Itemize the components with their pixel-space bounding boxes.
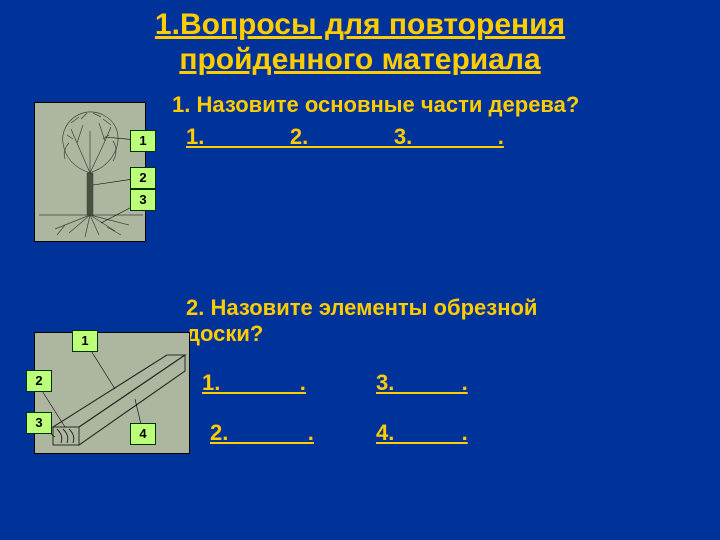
board-label-2: 2 <box>26 370 52 392</box>
board-label-4: 4 <box>130 423 156 445</box>
title-line-1: 1.Вопросы для повторения <box>155 8 565 41</box>
tree-label-2: 2 <box>130 167 156 189</box>
tree-label-1: 1 <box>130 130 156 152</box>
slide: 1.Вопросы для повторения пройденного мат… <box>0 0 720 540</box>
slide-title: 1.Вопросы для повторения пройденного мат… <box>18 8 702 77</box>
board-illustration <box>34 332 190 454</box>
question-2-answer-2: 2. . <box>210 420 314 446</box>
board-label-3: 3 <box>26 412 52 434</box>
question-2-text: 2. Назовите элементы обрезной доски? <box>186 295 537 347</box>
question-2-answer-3: 3. . <box>376 370 468 396</box>
question-2-line-1: 2. Назовите элементы обрезной <box>186 295 537 320</box>
question-1-answer-blank: 1. 2. 3. . <box>186 124 504 150</box>
question-1-text: 1. Назовите основные части дерева? <box>172 92 579 118</box>
question-2-answer-4: 4. . <box>376 420 468 446</box>
title-line-2: пройденного материала <box>179 43 540 76</box>
tree-label-3: 3 <box>130 189 156 211</box>
board-label-1: 1 <box>72 330 98 352</box>
question-2-line-2: доски? <box>186 321 263 346</box>
board-icon <box>35 333 190 454</box>
question-2-answer-1: 1. . <box>202 370 306 396</box>
